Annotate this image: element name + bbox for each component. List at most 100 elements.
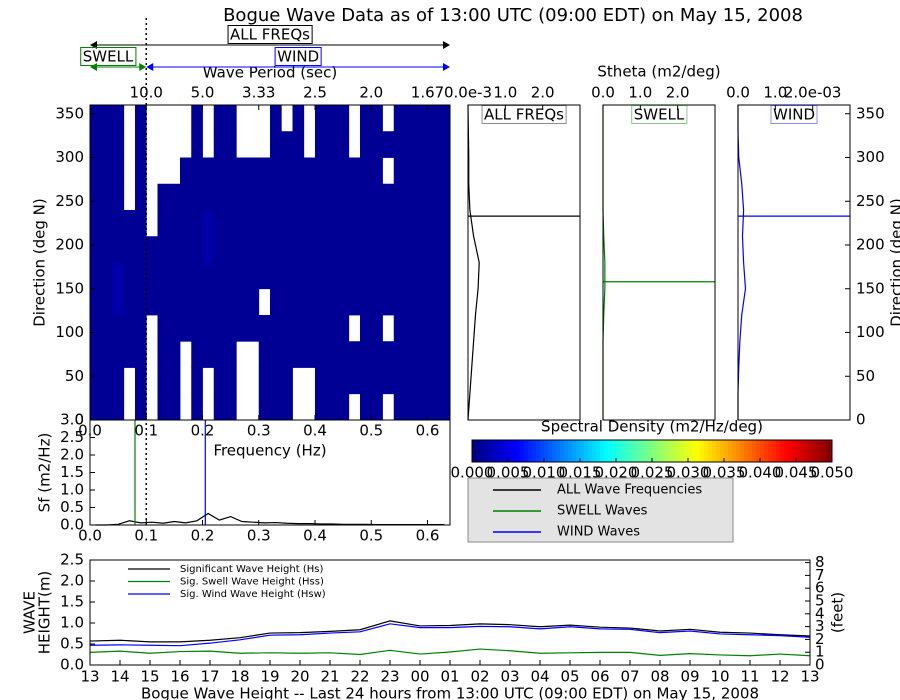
heatmap-cell xyxy=(348,210,361,237)
x-tick-label: 0.0 xyxy=(591,84,615,102)
heatmap-cell xyxy=(438,105,451,132)
x-tick-label: 14 xyxy=(110,668,129,686)
heatmap-cell xyxy=(326,393,338,421)
colorbar-segment xyxy=(480,440,485,462)
heatmap-cell xyxy=(315,157,327,185)
x-tick-label: 10.0 xyxy=(130,84,163,102)
heatmap-cell xyxy=(348,183,361,211)
band-arrow-head xyxy=(443,63,450,71)
heatmap-cell xyxy=(213,262,226,290)
colorbar-segment xyxy=(492,440,497,462)
x-tick-label: 2.0 xyxy=(359,84,383,102)
heatmap-cell xyxy=(371,157,383,185)
heatmap-cell xyxy=(360,105,372,132)
x-tick-label: 0.0e-3 xyxy=(444,84,492,102)
heatmap-cell xyxy=(135,262,147,290)
x-tick-label: 0.5 xyxy=(359,527,383,545)
heatmap-cell xyxy=(135,157,147,185)
x-tick-label: 12 xyxy=(770,668,789,686)
heatmap-cell xyxy=(270,210,282,237)
heatmap-cell xyxy=(90,262,102,290)
y-tick-label: 350 xyxy=(856,104,885,122)
heatmap-cell xyxy=(393,210,406,237)
colorbar-segment xyxy=(528,440,533,462)
heatmap-cell xyxy=(90,183,102,211)
x-axis-label: Frequency (Hz) xyxy=(213,442,326,460)
heatmap-cell xyxy=(135,367,147,395)
heatmap-cell xyxy=(112,236,125,263)
heatmap-cell xyxy=(157,341,170,368)
heatmap-cell xyxy=(180,183,192,211)
heatmap-cell xyxy=(270,367,282,395)
heatmap-cell xyxy=(157,262,170,290)
band-label-box xyxy=(80,47,137,66)
heatmap-cell xyxy=(382,367,395,395)
heatmap-cell xyxy=(416,210,428,237)
heatmap-cell xyxy=(427,341,440,368)
stheta-profile xyxy=(467,104,480,421)
series-line xyxy=(89,620,811,643)
heatmap-cell xyxy=(168,210,181,237)
heatmap-cell xyxy=(157,236,170,263)
colorbar-segment xyxy=(632,440,637,462)
heatmap-cell xyxy=(202,157,215,185)
heatmap-cell xyxy=(337,105,350,132)
colorbar-segment xyxy=(812,440,817,462)
heatmap-cell xyxy=(438,210,451,237)
heatmap-cell xyxy=(281,236,293,263)
heatmap-cell xyxy=(427,393,440,421)
colorbar-segment xyxy=(564,440,569,462)
y-tick-label: 300 xyxy=(55,148,84,166)
y-tick-label: 1.0 xyxy=(60,481,84,499)
heatmap-cell xyxy=(360,288,372,316)
heatmap-cell xyxy=(371,341,383,368)
y-tick-label: 2.0 xyxy=(60,572,84,590)
heatmap-cell xyxy=(337,341,350,368)
x-tick-label: 0.5 xyxy=(359,422,383,440)
colorbar-segment xyxy=(532,440,537,462)
heatmap-cell xyxy=(393,367,406,395)
heatmap-cell xyxy=(180,236,192,263)
x-tick-label: 0.050 xyxy=(811,464,854,482)
heatmap-cell xyxy=(270,315,282,342)
x2-axis-label: Wave Period (sec) xyxy=(203,64,337,82)
heatmap-cell xyxy=(382,236,395,263)
heatmap-cell xyxy=(292,157,305,185)
heatmap-cell xyxy=(258,341,271,368)
heatmap-cell xyxy=(101,315,113,342)
x-tick-label: 3.33 xyxy=(242,84,275,102)
heatmap-cell xyxy=(416,393,428,421)
heatmap-cell xyxy=(112,183,125,211)
colorbar-segment xyxy=(612,440,617,462)
x-tick-label: 08 xyxy=(650,668,669,686)
x-tick-label: 0.040 xyxy=(739,464,782,482)
heatmap-cell xyxy=(427,262,440,290)
heatmap-cell xyxy=(337,157,350,185)
heatmap-cell xyxy=(371,288,383,316)
y-tick-label: 4 xyxy=(815,604,825,622)
heatmap-cell xyxy=(337,393,350,421)
x-tick-label: 04 xyxy=(530,668,549,686)
x-tick-label: 1.0 xyxy=(628,84,652,102)
heatmap-cell xyxy=(146,236,158,263)
colorbar-segment xyxy=(588,440,593,462)
heatmap-cell xyxy=(315,210,327,237)
heatmap-cell xyxy=(258,157,271,185)
heatmap-cell xyxy=(427,105,440,132)
heatmap-cell xyxy=(438,367,451,395)
plot-frame xyxy=(737,104,851,421)
heatmap-cell xyxy=(337,131,350,158)
legend-label: ALL Wave Frequencies xyxy=(557,483,702,498)
colorbar-segment xyxy=(668,440,673,462)
heatmap-cell xyxy=(180,315,192,342)
heatmap-cell xyxy=(438,315,451,342)
heatmap-cell xyxy=(247,262,260,290)
heatmap-cell xyxy=(393,341,406,368)
colorbar-segment xyxy=(700,440,705,462)
x-tick-label: 0.4 xyxy=(303,422,327,440)
heatmap-cell xyxy=(258,236,271,263)
x-tick-label: 0.1 xyxy=(134,527,158,545)
colorbar-segment xyxy=(684,440,689,462)
x-tick-label: 0.2 xyxy=(191,527,215,545)
heatmap-cell xyxy=(213,157,226,185)
